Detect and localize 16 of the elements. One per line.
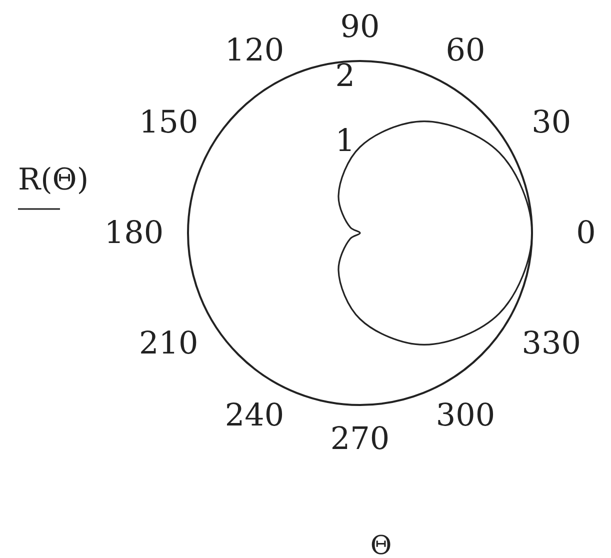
- spoke-label: 180: [104, 215, 164, 251]
- y-tick-label: 2: [335, 58, 355, 94]
- spoke-label: 300: [436, 398, 496, 434]
- spoke-label: 60: [446, 32, 486, 68]
- text: R(Θ): [18, 162, 89, 198]
- spoke-label: 150: [139, 104, 198, 140]
- spoke-label: 240: [224, 398, 284, 434]
- y-tick-label: 1: [335, 123, 355, 159]
- spoke-label: 30: [532, 104, 572, 140]
- spoke-label: 90: [340, 9, 380, 45]
- spoke-label: 210: [139, 326, 198, 362]
- spoke-label: 330: [522, 326, 581, 362]
- spoke-label: 270: [330, 421, 390, 457]
- spoke-label: 0: [576, 215, 596, 251]
- spoke-label: 120: [224, 32, 284, 68]
- text: Θ: [370, 531, 392, 558]
